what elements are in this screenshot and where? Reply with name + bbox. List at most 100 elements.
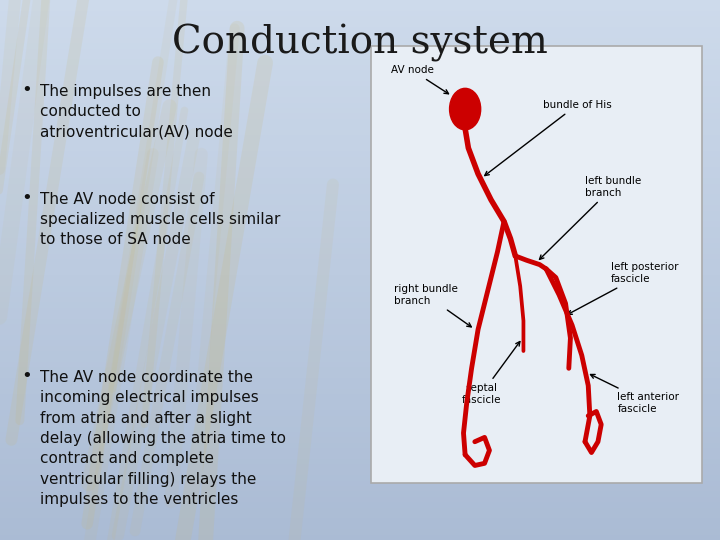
Bar xyxy=(0,221,720,227)
Bar xyxy=(0,470,720,475)
Bar xyxy=(0,189,720,194)
Bar xyxy=(0,32,720,38)
Bar xyxy=(0,227,720,232)
Bar xyxy=(0,356,720,362)
Bar xyxy=(0,194,720,200)
Bar xyxy=(0,502,720,508)
Bar xyxy=(0,437,720,443)
Bar xyxy=(0,259,720,265)
Bar xyxy=(0,119,720,124)
Bar xyxy=(0,124,720,130)
Bar xyxy=(0,140,720,146)
Bar xyxy=(0,281,720,286)
Bar xyxy=(0,11,720,16)
Bar xyxy=(0,378,720,383)
Text: •: • xyxy=(22,189,32,207)
Text: left bundle
branch: left bundle branch xyxy=(539,176,642,259)
Bar xyxy=(0,335,720,340)
Bar xyxy=(0,292,720,297)
Bar xyxy=(0,448,720,454)
Bar xyxy=(0,464,720,470)
Bar xyxy=(0,313,720,319)
Bar xyxy=(0,329,720,335)
Bar xyxy=(0,254,720,259)
Bar xyxy=(0,5,720,11)
Bar xyxy=(0,535,720,540)
Bar xyxy=(0,513,720,518)
Text: right bundle
branch: right bundle branch xyxy=(394,284,472,327)
Bar xyxy=(0,324,720,329)
Bar xyxy=(0,394,720,400)
Bar xyxy=(0,491,720,497)
Bar xyxy=(0,351,720,356)
Bar xyxy=(0,162,720,167)
Bar xyxy=(0,383,720,389)
Text: The AV node consist of
specialized muscle cells similar
to those of SA node: The AV node consist of specialized muscl… xyxy=(40,192,280,247)
Bar xyxy=(0,22,720,27)
Bar xyxy=(0,211,720,216)
Bar xyxy=(0,518,720,524)
Bar xyxy=(0,410,720,416)
Bar xyxy=(0,135,720,140)
Bar xyxy=(0,524,720,529)
Bar xyxy=(0,16,720,22)
Bar xyxy=(0,167,720,173)
Bar xyxy=(0,216,720,221)
Bar xyxy=(0,65,720,70)
Bar xyxy=(0,103,720,108)
Bar xyxy=(0,184,720,189)
Bar xyxy=(0,49,720,54)
Bar xyxy=(0,302,720,308)
Bar xyxy=(0,0,720,5)
Bar xyxy=(0,270,720,275)
Text: The impulses are then
conducted to
atrioventricular(AV) node: The impulses are then conducted to atrio… xyxy=(40,84,233,139)
Bar xyxy=(0,427,720,432)
Bar xyxy=(0,367,720,373)
Bar xyxy=(0,275,720,281)
Text: bundle of His: bundle of His xyxy=(485,100,611,176)
Bar xyxy=(0,454,720,459)
Bar xyxy=(0,319,720,324)
Text: left anterior
fascicle: left anterior fascicle xyxy=(590,374,680,414)
Bar xyxy=(0,389,720,394)
Bar xyxy=(0,238,720,243)
Bar xyxy=(0,38,720,43)
Bar xyxy=(0,416,720,421)
Bar xyxy=(0,108,720,113)
Bar xyxy=(0,421,720,427)
Bar xyxy=(0,459,720,464)
Bar xyxy=(0,529,720,535)
Bar xyxy=(0,265,720,270)
Bar xyxy=(0,286,720,292)
Text: •: • xyxy=(22,367,32,385)
Bar xyxy=(0,340,720,346)
Bar xyxy=(0,232,720,238)
Bar xyxy=(0,373,720,378)
Circle shape xyxy=(449,89,481,130)
Bar xyxy=(0,70,720,76)
Bar xyxy=(0,308,720,313)
Bar xyxy=(0,248,720,254)
Text: The AV node coordinate the
incoming electrical impulses
from atria and after a s: The AV node coordinate the incoming elec… xyxy=(40,370,286,507)
Bar xyxy=(0,76,720,81)
Text: AV node: AV node xyxy=(391,65,449,94)
Bar xyxy=(0,486,720,491)
Bar xyxy=(0,43,720,49)
Bar xyxy=(0,92,720,97)
Bar xyxy=(0,173,720,178)
Bar xyxy=(0,86,720,92)
Bar xyxy=(0,157,720,162)
Bar xyxy=(0,443,720,448)
Bar xyxy=(0,151,720,157)
Text: septal
fascicle: septal fascicle xyxy=(462,341,520,405)
Bar xyxy=(0,432,720,437)
Bar xyxy=(0,405,720,410)
Bar xyxy=(0,97,720,103)
Bar xyxy=(0,475,720,481)
FancyBboxPatch shape xyxy=(371,46,702,483)
Bar xyxy=(0,146,720,151)
Bar xyxy=(0,81,720,86)
Bar xyxy=(0,200,720,205)
Bar xyxy=(0,243,720,248)
Text: Conduction system: Conduction system xyxy=(172,24,548,62)
